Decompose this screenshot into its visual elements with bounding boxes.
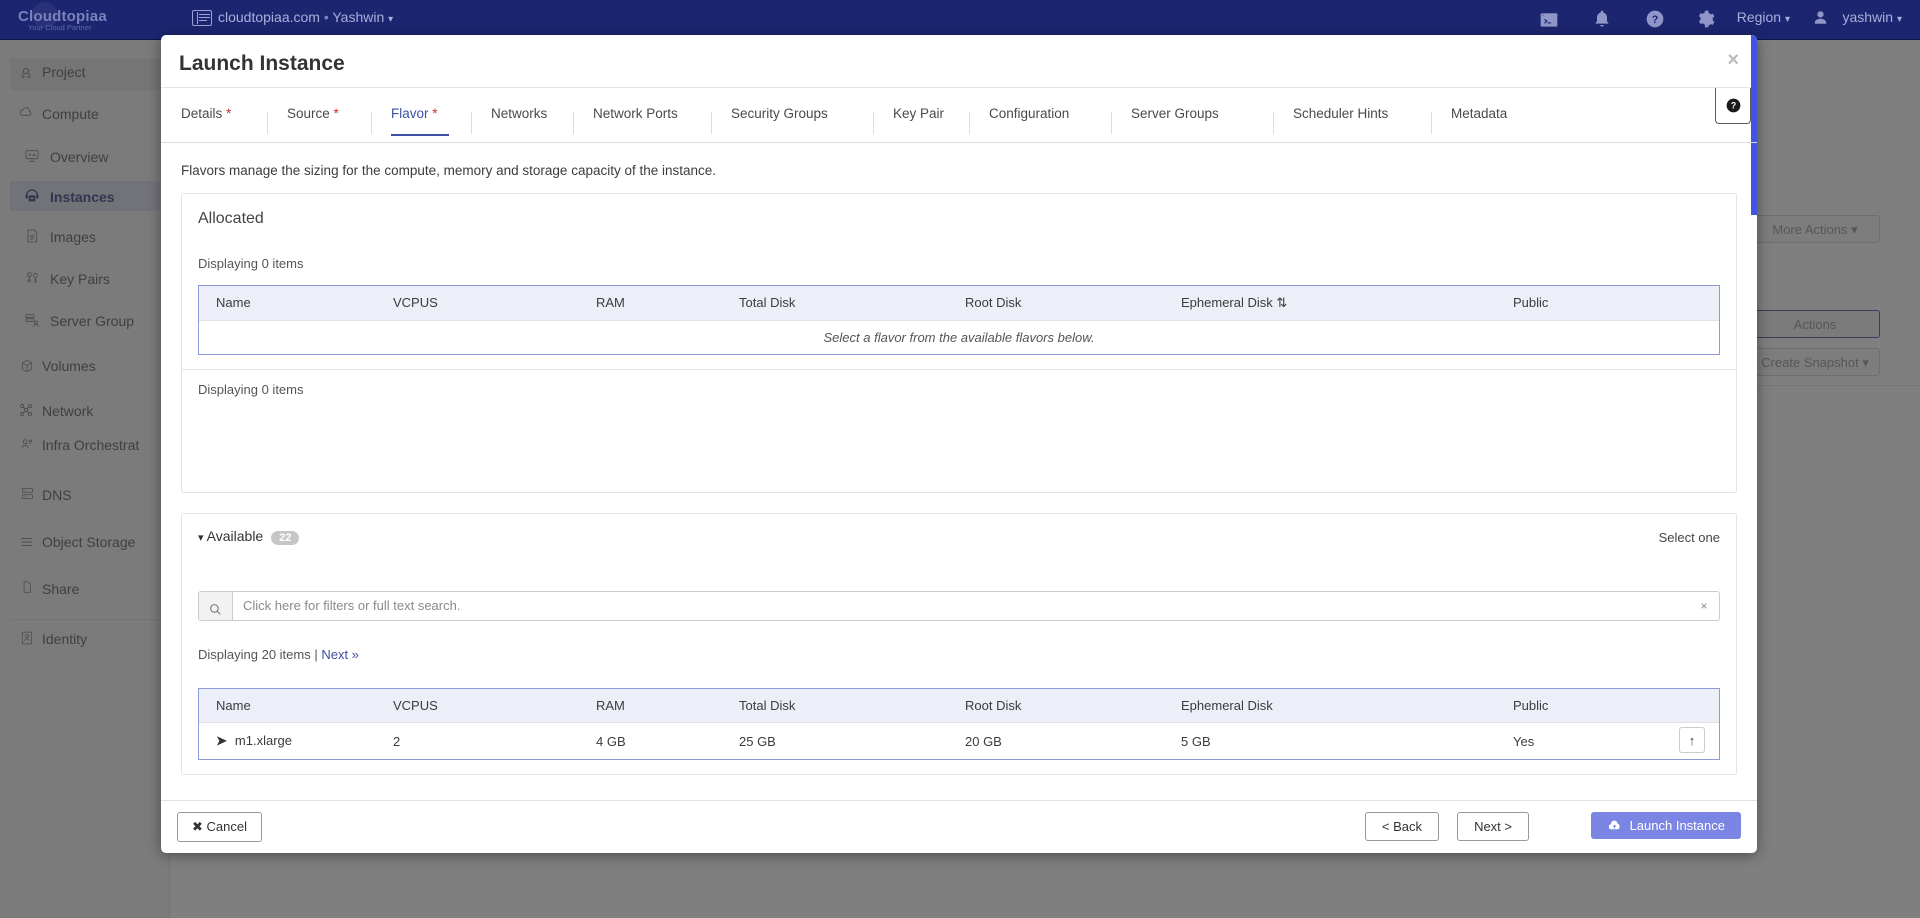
svg-text:?: ? xyxy=(1652,14,1659,26)
svg-text:?: ? xyxy=(1730,101,1735,111)
